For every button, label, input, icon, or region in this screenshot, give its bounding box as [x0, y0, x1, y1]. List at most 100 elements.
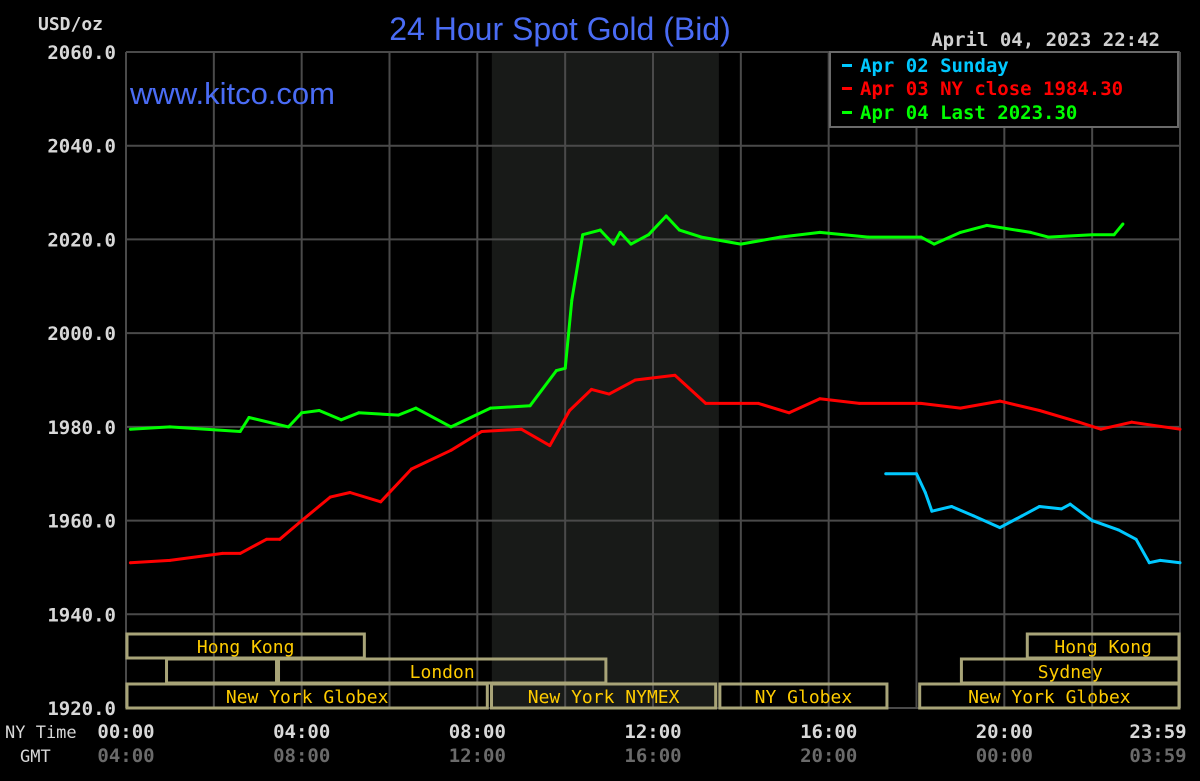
data-point	[128, 561, 132, 565]
x-tick-label-ny: 16:00	[800, 721, 857, 743]
data-point	[866, 235, 870, 239]
data-point	[998, 399, 1002, 403]
legend-entry: Apr 03 NY close 1984.30	[860, 78, 1123, 100]
data-point	[563, 366, 567, 370]
data-point	[1178, 427, 1182, 431]
legend-entry: Apr 02 Sunday	[860, 55, 1009, 77]
data-point	[396, 413, 400, 417]
data-point	[818, 230, 822, 234]
data-point	[328, 495, 332, 499]
data-point	[629, 242, 633, 246]
data-point	[1037, 408, 1041, 412]
data-point	[168, 558, 172, 562]
data-point	[265, 537, 269, 541]
data-point	[1077, 420, 1081, 424]
data-point	[857, 401, 861, 405]
shaded-region	[491, 52, 719, 708]
data-point	[607, 392, 611, 396]
data-point	[1059, 507, 1063, 511]
data-point	[480, 430, 484, 434]
data-point	[238, 430, 242, 434]
market-sessions: Hong Kong Hong Kong London Sydney New York G…	[125, 632, 1181, 710]
data-point	[300, 411, 304, 415]
data-point	[357, 411, 361, 415]
data-point	[489, 406, 493, 410]
session-label: Hong Kong	[197, 637, 295, 658]
data-point	[414, 406, 418, 410]
data-point	[756, 401, 760, 405]
data-point	[348, 490, 352, 494]
data-point	[958, 406, 962, 410]
x-tick-label-gmt: 12:00	[449, 745, 506, 767]
data-point	[1158, 558, 1162, 562]
legend-swatch	[842, 87, 852, 90]
session-box	[918, 682, 1181, 710]
timestamp: April 04, 2023 22:42	[931, 29, 1160, 51]
watermark: www.kitco.com	[129, 76, 335, 111]
data-point	[1029, 230, 1033, 234]
session-label: New York Globex	[226, 687, 389, 708]
data-point	[568, 408, 572, 412]
data-point	[128, 427, 132, 431]
data-point	[221, 551, 225, 555]
legend-swatch	[842, 111, 852, 114]
data-point	[286, 425, 290, 429]
data-point	[339, 418, 343, 422]
y-tick-label: 2000.0	[47, 323, 116, 345]
session-label: New York NYMEX	[528, 687, 680, 708]
data-point	[300, 519, 304, 523]
data-point	[581, 233, 585, 237]
data-point	[699, 235, 703, 239]
data-point	[1090, 519, 1094, 523]
x-tick-label-gmt: 20:00	[800, 745, 857, 767]
x-tick-label-gmt: 04:00	[97, 745, 154, 767]
data-point	[317, 408, 321, 412]
data-point	[238, 551, 242, 555]
x-tick-label-gmt: 03:59	[1129, 745, 1186, 767]
chart-title: 24 Hour Spot Gold (Bid)	[389, 11, 731, 47]
y-tick-labels: 2060.0 2040.0 2020.0 2000.0 1980.0 1960.0 1940…	[47, 42, 116, 720]
data-point	[932, 242, 936, 246]
session-box	[125, 682, 489, 710]
data-point	[528, 404, 532, 408]
y-axis-label: USD/oz	[38, 14, 103, 35]
session-label: NY Globex	[755, 687, 853, 708]
session-label: London	[410, 662, 475, 683]
data-point	[972, 514, 976, 518]
data-point	[1037, 505, 1041, 509]
grid	[125, 51, 1181, 709]
nymex-shaded-region	[491, 52, 719, 708]
x-tick-label-ny: 00:00	[97, 721, 154, 743]
data-point	[778, 235, 782, 239]
y-tick-label: 1920.0	[47, 698, 116, 720]
data-point	[958, 230, 962, 234]
data-point	[677, 228, 681, 232]
legend-entry: Apr 04 Last 2023.30	[860, 102, 1077, 124]
data-point	[930, 509, 934, 513]
data-point	[1090, 233, 1094, 237]
x-tick-label-ny: 23:59	[1129, 721, 1186, 743]
y-tick-label: 1960.0	[47, 511, 116, 533]
y-tick-label: 1940.0	[47, 604, 116, 626]
data-point	[787, 411, 791, 415]
data-point	[818, 397, 822, 401]
data-point	[1178, 561, 1182, 565]
x-tick-label-gmt: 08:00	[273, 745, 330, 767]
session-box	[718, 682, 889, 710]
data-point	[1117, 528, 1121, 532]
x-tick-label-ny: 08:00	[449, 721, 506, 743]
data-point	[704, 401, 708, 405]
data-point	[1020, 514, 1024, 518]
data-point	[611, 242, 615, 246]
gmt-label: GMT	[20, 747, 51, 767]
data-point	[998, 526, 1002, 530]
data-point	[647, 233, 651, 237]
data-point	[919, 235, 923, 239]
session-label: New York Globex	[968, 687, 1131, 708]
data-point	[884, 472, 888, 476]
data-point	[1112, 233, 1116, 237]
data-point	[570, 298, 574, 302]
data-point	[950, 505, 954, 509]
data-point	[1068, 502, 1072, 506]
data-point	[673, 373, 677, 377]
